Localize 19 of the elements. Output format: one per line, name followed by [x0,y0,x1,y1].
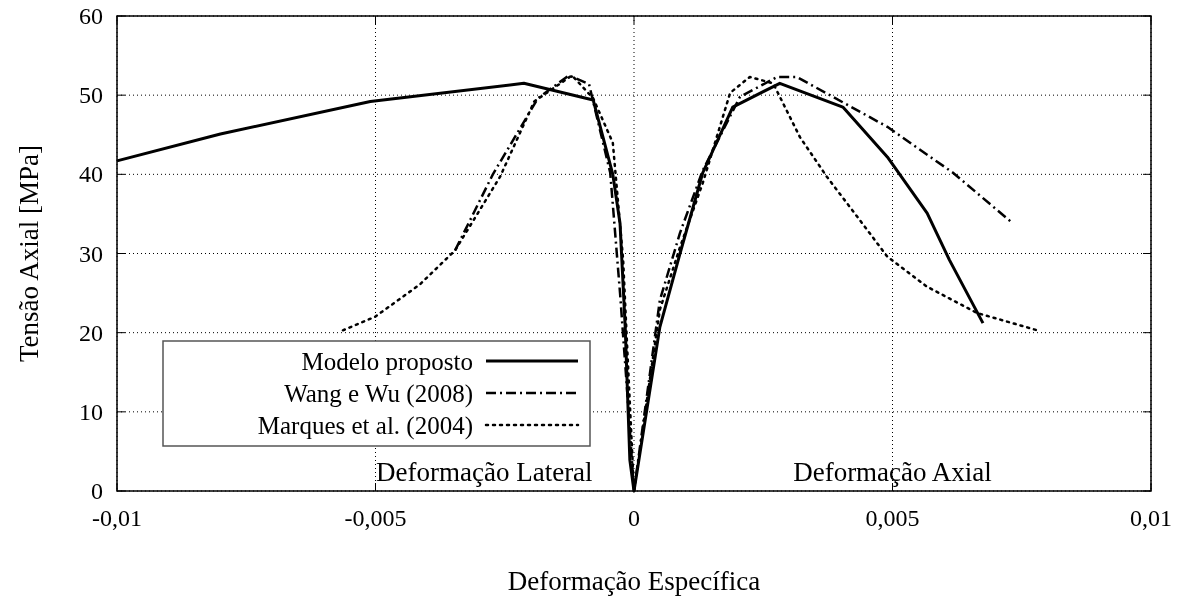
y-tick-label: 10 [79,398,103,425]
x-axis-title: Deformação Específica [507,566,761,596]
x-tick-label: -0,01 [92,505,142,531]
y-tick-label: 20 [79,319,103,346]
x-tick-label: 0,005 [865,505,920,531]
y-tick-label: 30 [79,240,103,267]
y-axis-title: Tensão Axial [MPa] [14,144,44,363]
y-tick-label: 60 [79,3,103,29]
y-tick-label: 40 [79,161,103,188]
legend-label: Marques et al. (2004) [257,412,473,440]
annotation: Deformação Axial [793,457,992,487]
x-tick-label: 0 [628,505,640,531]
legend-label: Modelo proposto [301,348,473,375]
y-tick-label: 0 [91,478,103,504]
y-tick-label: 50 [79,82,103,109]
x-tick-label: 0,01 [1130,505,1172,531]
legend-label: Wang e Wu (2008) [284,380,473,408]
x-tick-label: -0,005 [344,505,407,531]
annotation: Deformação Lateral [376,457,593,487]
